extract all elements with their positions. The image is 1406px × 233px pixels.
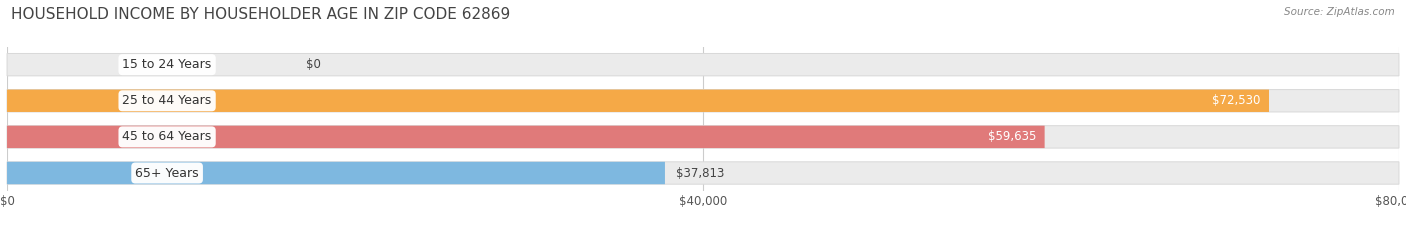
Text: 65+ Years: 65+ Years	[135, 167, 198, 179]
Text: 15 to 24 Years: 15 to 24 Years	[122, 58, 212, 71]
Text: $72,530: $72,530	[1212, 94, 1261, 107]
FancyBboxPatch shape	[7, 126, 1045, 148]
Text: 45 to 64 Years: 45 to 64 Years	[122, 130, 212, 143]
Text: Source: ZipAtlas.com: Source: ZipAtlas.com	[1284, 7, 1395, 17]
FancyBboxPatch shape	[7, 162, 665, 184]
FancyBboxPatch shape	[7, 162, 1399, 184]
Text: $59,635: $59,635	[988, 130, 1036, 143]
FancyBboxPatch shape	[7, 89, 1399, 112]
FancyBboxPatch shape	[7, 89, 1270, 112]
Text: $0: $0	[307, 58, 321, 71]
FancyBboxPatch shape	[7, 126, 1399, 148]
Text: 25 to 44 Years: 25 to 44 Years	[122, 94, 212, 107]
FancyBboxPatch shape	[7, 53, 1399, 76]
Text: HOUSEHOLD INCOME BY HOUSEHOLDER AGE IN ZIP CODE 62869: HOUSEHOLD INCOME BY HOUSEHOLDER AGE IN Z…	[11, 7, 510, 22]
Text: $37,813: $37,813	[676, 167, 724, 179]
